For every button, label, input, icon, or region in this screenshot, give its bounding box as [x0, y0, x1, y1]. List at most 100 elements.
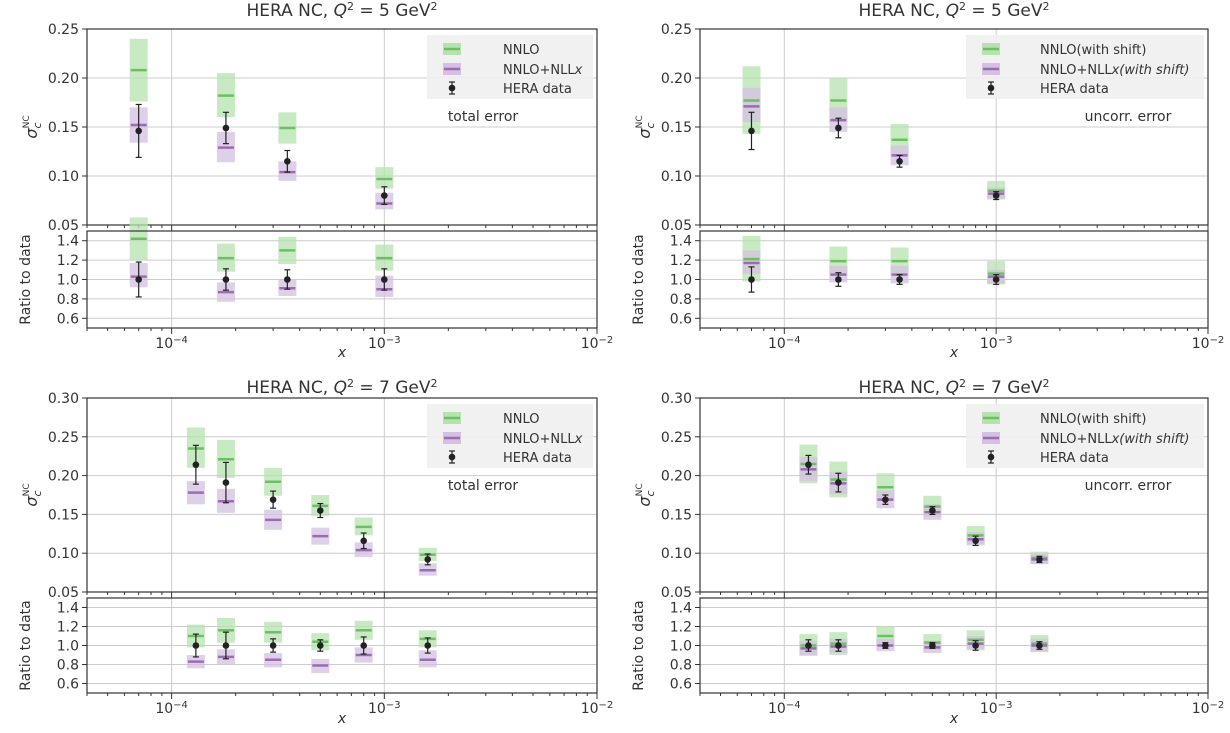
data-point [882, 496, 889, 503]
chart-panel-1: HERA NC, Q2 = 5 GeV20.050.100.150.200.25… [18, 0, 613, 361]
title-q-exponent: 2 [347, 377, 354, 390]
chart-title: HERA NC, Q2 = 7 GeV2 [246, 377, 437, 399]
main-y-tick-label: 0.25 [48, 430, 79, 446]
x-axis-label: x [337, 345, 347, 361]
x-tick-label: 10−2 [1192, 335, 1225, 353]
main-y-axis-label: σcNC [22, 115, 44, 138]
main-y-tick-label: 0.25 [661, 22, 692, 38]
data-point [222, 642, 230, 649]
main-axes-frame [699, 397, 1209, 593]
legend-data-marker [987, 84, 995, 92]
main-axes-frame [699, 28, 1209, 226]
x-tick-label-base: 10 [368, 336, 386, 352]
ratio-y-tick-label: 1.0 [670, 273, 692, 289]
main-y-tick-label: 0.10 [48, 169, 79, 185]
data-point [192, 642, 200, 649]
main-y-tick-label: 0.15 [661, 120, 692, 136]
data-point [135, 127, 142, 135]
ratio-y-tick-label: 0.6 [57, 311, 79, 327]
ratio-y-tick-label: 0.8 [670, 658, 692, 674]
legend-background [966, 35, 1204, 99]
data-point [222, 124, 230, 132]
x-tick-label-exponent: −4 [173, 700, 188, 711]
x-tick-label-base: 10 [1192, 701, 1210, 717]
ratio-y-tick-label: 0.6 [670, 677, 692, 693]
legend-label-nllx-base: NNLO+NLL [503, 63, 575, 78]
title-prefix: HERA NC, [246, 378, 333, 398]
legend-label-nllx: NNLO+NLLx(with shift) [1040, 63, 1189, 78]
ratio-axes-frame [699, 230, 1209, 329]
x-tick-label-base: 10 [1192, 336, 1210, 352]
legend-label-nllx-base: NNLO+NLL [1040, 63, 1112, 78]
main-y-tick-label: 0.30 [661, 391, 692, 407]
data-point [135, 276, 142, 283]
title-q-symbol: Q [946, 378, 959, 398]
data-point [835, 479, 842, 486]
title-prefix: HERA NC, [246, 1, 333, 21]
ratio-axes-frame [86, 597, 598, 694]
data-point [972, 537, 979, 545]
x-axis-label: x [949, 711, 959, 727]
main-y-tick-label: 0.05 [48, 585, 79, 601]
data-point [896, 158, 903, 165]
chart-panel-2: HERA NC, Q2 = 5 GeV20.050.100.150.200.25… [631, 0, 1224, 361]
main-y-axis-label: σcNC [635, 483, 657, 506]
legend-data-marker [987, 453, 995, 461]
y-label-sigma: σ [635, 496, 654, 507]
legend-label-nnlo: NNLO(with shift) [1040, 412, 1146, 427]
data-point [360, 537, 368, 545]
data-point [835, 276, 842, 283]
data-point [1036, 556, 1043, 563]
title-q-exponent: 2 [959, 377, 966, 390]
legend-label-nllx-suffix: x [574, 432, 583, 447]
y-label-superscript: NC [635, 483, 645, 496]
legend-label-nllx: NNLO+NLLx [503, 63, 583, 78]
legend-label-nnlo: NNLO [503, 43, 539, 58]
data-point [284, 276, 291, 283]
data-point [929, 507, 936, 514]
y-label-sigma: σ [635, 128, 654, 139]
ratio-y-tick-label: 1.0 [57, 273, 79, 289]
main-panel: 0.05 0.10 0.15 0.20 0.25 [661, 22, 1209, 234]
data-point [1036, 642, 1043, 649]
ratio-panel: 0.6 0.8 1.0 1.2 1.4 [670, 230, 1209, 334]
legend-label-nllx-suffix: x(with shift) [1111, 432, 1190, 447]
legend-data-marker [448, 453, 456, 461]
chart-title: HERA NC, Q2 = 7 GeV2 [858, 377, 1049, 399]
main-panel: 0.05 0.10 0.15 0.20 0.25 [48, 22, 598, 234]
y-label-subscript: c [644, 490, 657, 496]
x-tick-label: 10−3 [980, 700, 1013, 718]
chart-panel-3: HERA NC, Q2 = 7 GeV20.050.100.150.200.25… [18, 377, 613, 728]
x-tick-label-exponent: −3 [386, 335, 401, 346]
data-point [269, 642, 277, 649]
x-tick-label: 10−2 [581, 700, 614, 718]
legend-label-data: HERA data [503, 451, 572, 466]
ratio-y-tick-label: 1.2 [670, 620, 692, 636]
title-prefix: HERA NC, [858, 1, 945, 21]
legend: NNLO(with shift)NNLO+NLLx(with shift)HER… [966, 35, 1204, 99]
x-tick-label-base: 10 [768, 336, 786, 352]
title-value: = 5 GeV [966, 1, 1043, 21]
data-point [381, 276, 388, 283]
x-tick-label-base: 10 [980, 336, 998, 352]
main-panel: 0.05 0.10 0.15 0.20 0.25 0.30 [48, 391, 598, 601]
title-unit-exponent: 2 [1043, 0, 1050, 13]
main-y-tick-label: 0.20 [661, 469, 692, 485]
main-y-tick-label: 0.20 [48, 71, 79, 87]
error-type-note: uncorr. error [1085, 478, 1172, 494]
ratio-y-tick-label: 1.0 [670, 639, 692, 655]
ratio-y-tick-label: 1.2 [57, 620, 79, 636]
main-y-tick-label: 0.10 [661, 169, 692, 185]
x-axis-label: x [949, 345, 959, 361]
main-y-tick-label: 0.05 [661, 218, 692, 234]
data-point [805, 642, 812, 649]
x-axis-label: x [337, 711, 347, 727]
x-tick-label-base: 10 [980, 701, 998, 717]
x-tick-label: 10−4 [768, 335, 801, 353]
main-y-tick-label: 0.10 [661, 546, 692, 562]
data-point [360, 642, 368, 649]
data-point [222, 479, 230, 486]
main-y-tick-label: 0.30 [48, 391, 79, 407]
legend-label-data: HERA data [503, 82, 572, 97]
x-tick-label-exponent: −2 [1210, 700, 1225, 711]
